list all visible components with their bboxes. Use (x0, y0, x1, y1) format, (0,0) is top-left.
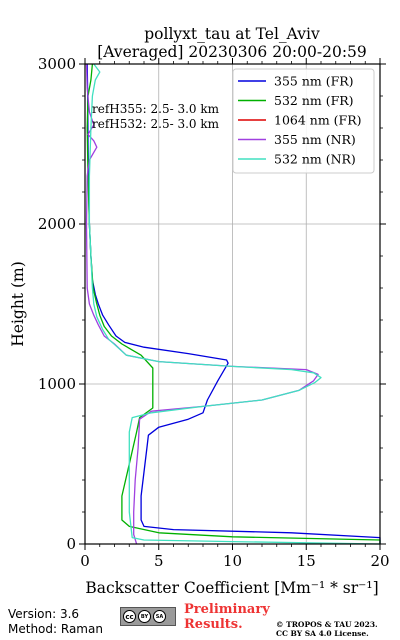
license-line2: CC BY SA 4.0 License. (276, 629, 369, 638)
preliminary-notice: Preliminary Results. (184, 602, 270, 632)
chart-title-line2: [Averaged] 20230306 20:00-20:59 (97, 43, 367, 61)
legend-label-3: 355 nm (NR) (274, 132, 356, 147)
legend-label-0: 355 nm (FR) (274, 74, 354, 89)
annotation-refh-1: refH532: 2.5- 3.0 km (92, 117, 220, 131)
y-tick-label: 0 (66, 535, 76, 553)
series-line-4 (88, 63, 381, 545)
annotation-refh-0: refH355: 2.5- 3.0 km (92, 102, 220, 116)
legend-box (232, 68, 375, 174)
cc-icon: cc (123, 610, 136, 623)
version-text: Version: 3.6 (8, 607, 80, 621)
method-text: Method: Raman (8, 622, 103, 636)
x-tick-label: 10 (223, 552, 242, 570)
series-layer (85, 63, 381, 545)
y-axis-label: Height (m) (9, 261, 27, 347)
legend-label-1: 532 nm (FR) (274, 93, 354, 108)
sa-sharealike-icon: SA (153, 610, 166, 623)
license-line1: © TROPOS & TAU 2023. (276, 620, 378, 629)
series-line-1 (86, 63, 381, 544)
x-tick-label: 5 (154, 552, 164, 570)
x-axis-label: Backscatter Coefficient [Mm⁻¹ * sr⁻¹] (85, 579, 378, 597)
x-tick-label: 0 (80, 552, 90, 570)
preliminary-line1: Preliminary (184, 602, 270, 617)
y-tick-label: 2000 (38, 215, 76, 233)
legend: 355 nm (FR) 532 nm (FR) 1064 nm (FR) 355 nm… (232, 68, 375, 174)
x-tick-label: 15 (297, 552, 316, 570)
chart-title-line1: pollyxt_tau at Tel_Aviv (144, 25, 320, 43)
x-tick-label: 20 (370, 552, 389, 570)
preliminary-line2: Results. (184, 617, 243, 632)
axis-ticks: 0 5 10 15 20 0 1000 2000 3000 (38, 55, 390, 570)
by-attribution-icon: BY (138, 610, 151, 623)
y-tick-label: 1000 (38, 375, 76, 393)
license-notice: © TROPOS & TAU 2023. CC BY SA 4.0 Licens… (276, 620, 378, 638)
cc-license-badge[interactable]: cc BY SA (120, 607, 176, 626)
legend-label-2: 1064 nm (FR) (274, 113, 362, 128)
legend-label-4: 532 nm (NR) (274, 152, 356, 167)
y-tick-label: 3000 (38, 55, 76, 73)
backscatter-chart: pollyxt_tau at Tel_Aviv [Averaged] 20230… (9, 25, 390, 597)
